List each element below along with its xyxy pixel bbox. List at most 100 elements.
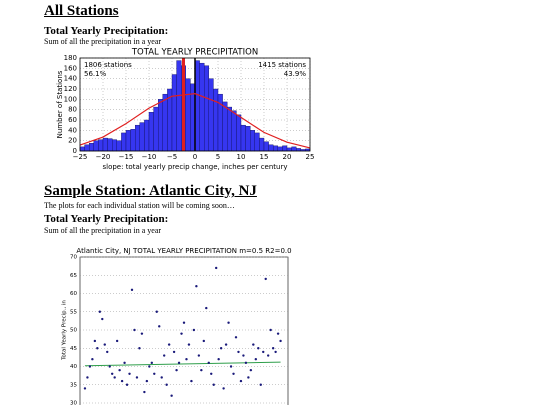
point [180,332,183,335]
bar [245,125,251,152]
point [148,365,151,368]
annotation: 1806 stations [84,61,132,69]
point [162,354,166,357]
bar [222,101,228,152]
chart-title: Atlantic City, NJ TOTAL YEARLY PRECIPITA… [76,247,291,255]
point [252,343,255,346]
point [207,361,210,365]
bar [176,60,182,152]
point [83,387,87,390]
bar [171,74,177,152]
point [130,288,134,292]
y-axis-label: Total Yearly Precip., in [62,300,68,361]
bar [148,112,154,152]
bar [291,146,297,152]
y-tick-label: 60 [68,116,77,124]
point [182,321,186,324]
point [266,354,270,357]
point [153,372,156,375]
annotation: 43.9% [284,70,307,78]
chart-title: TOTAL YEARLY PRECIPITATION [131,48,258,58]
point [145,379,149,383]
point [125,383,129,386]
trend-line [84,361,281,367]
point [150,361,154,365]
point [88,365,92,368]
y-tick-label: 65 [70,273,77,279]
y-axis-label: Number of Stations [56,70,64,138]
point [187,343,191,346]
x-tick-label: 25 [306,153,315,161]
plot-frame [79,57,311,152]
bar [102,137,108,152]
bar [208,78,214,152]
bar [240,124,246,152]
bar [88,143,94,152]
point [158,325,161,328]
point [96,347,99,350]
point [222,387,225,390]
x-tick-label: 0 [193,153,197,161]
bar [236,114,242,152]
bar [162,93,168,152]
y-tick-label: 180 [64,54,77,62]
x-axis-label: slope: total yearly precip change, inche… [102,163,287,171]
x-tick-label: −10 [142,153,157,161]
point [155,310,158,313]
x-tick-label: 20 [283,153,292,161]
point [232,372,235,375]
point [170,394,173,397]
point [123,361,126,365]
bar [249,130,255,152]
bar [144,119,150,152]
y-tick-label: 70 [70,255,77,261]
subheading: Total Yearly Precipitation: [44,213,169,225]
section-heading: All Stations [44,3,119,19]
point [249,368,253,372]
y-tick-label: 80 [68,106,77,114]
bar [185,78,191,152]
bar [93,140,99,152]
point [113,376,116,379]
plot-background [79,256,289,405]
point [138,347,141,350]
y-tick-label: 40 [70,364,77,370]
point [86,376,89,379]
description: Sum of all the precipitation in a year [44,226,162,235]
point [210,372,213,375]
point [234,336,238,339]
point [254,358,258,361]
point [279,339,282,343]
point [172,350,176,354]
bar [203,65,209,152]
bar [259,137,265,152]
subheading: Total Yearly Precipitation: [44,25,169,37]
bar [286,147,292,152]
y-tick-label: 140 [64,75,77,83]
point [192,328,196,332]
x-tick-label: 10 [237,153,246,161]
y-tick-label: 50 [70,328,77,334]
point [212,383,215,386]
point [143,390,146,394]
y-tick-label: 120 [64,85,77,93]
histogram-chart: TOTAL YEARLY PRECIPITATION02040608010012… [56,48,315,172]
point [177,361,181,365]
y-tick-label: 100 [64,95,77,103]
point [133,328,136,332]
x-tick-label: 15 [260,153,269,161]
bar [199,62,205,152]
bar [273,145,279,152]
point [244,361,248,365]
point [165,383,168,386]
bar [111,139,117,152]
bar [139,122,145,152]
point [93,339,97,343]
point [98,310,102,313]
point [271,347,275,350]
point [202,339,206,343]
point [239,379,243,383]
bar [254,132,260,152]
bar [79,146,85,152]
